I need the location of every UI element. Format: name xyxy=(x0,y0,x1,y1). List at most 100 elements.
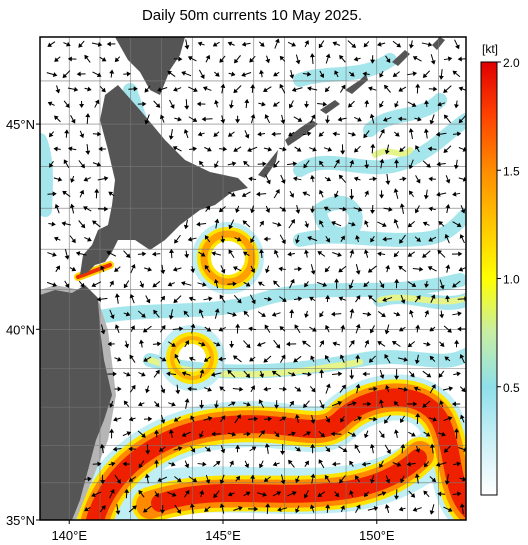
vector xyxy=(384,444,391,455)
vector xyxy=(199,369,205,379)
vector-head xyxy=(173,86,178,92)
vector-head xyxy=(202,461,207,467)
vector xyxy=(364,220,369,228)
vector-head xyxy=(319,189,324,195)
vector xyxy=(85,144,91,155)
vector xyxy=(348,340,355,348)
vector-head xyxy=(416,295,421,300)
vector xyxy=(244,98,250,109)
vector xyxy=(406,461,416,467)
vector xyxy=(394,100,399,108)
vector xyxy=(190,415,195,422)
vector-head xyxy=(355,383,361,389)
vector xyxy=(334,491,340,498)
vector xyxy=(84,86,92,92)
vector-head xyxy=(307,236,312,241)
vector xyxy=(181,71,192,77)
vector xyxy=(453,159,459,170)
vector xyxy=(152,341,162,347)
vector-head xyxy=(246,431,251,437)
vector xyxy=(259,41,265,47)
vector-head xyxy=(461,387,466,393)
vector xyxy=(384,414,391,424)
current-field xyxy=(40,53,466,520)
vector xyxy=(398,506,406,512)
vector xyxy=(75,251,87,256)
vector-head xyxy=(143,508,148,513)
vector-head xyxy=(125,371,131,377)
vector xyxy=(130,325,135,333)
vector-head xyxy=(457,56,462,62)
vector xyxy=(280,174,286,184)
vector xyxy=(109,428,115,439)
vector-head xyxy=(369,443,375,449)
vector xyxy=(442,386,454,392)
vector xyxy=(319,311,324,318)
vector xyxy=(220,83,226,94)
vector xyxy=(128,416,136,422)
vector xyxy=(154,459,160,468)
vector xyxy=(379,158,385,169)
vector-head xyxy=(310,355,315,361)
vector xyxy=(168,461,176,467)
vector xyxy=(199,490,205,498)
vector xyxy=(408,370,415,378)
vector-head xyxy=(327,146,333,152)
vector xyxy=(243,401,251,407)
vector xyxy=(256,342,266,347)
vector-head xyxy=(200,74,205,79)
vector-head xyxy=(244,133,250,139)
vector xyxy=(334,70,339,78)
vector-head xyxy=(109,69,115,74)
vector-head xyxy=(319,219,324,225)
vector-head xyxy=(250,208,255,214)
vector xyxy=(259,220,264,227)
vector-head xyxy=(380,433,385,439)
vector-head xyxy=(80,223,86,229)
vector-head xyxy=(152,282,158,288)
vector-head xyxy=(246,401,251,407)
vector-head xyxy=(177,446,183,452)
vector-head xyxy=(207,386,212,392)
vector-head xyxy=(153,309,158,315)
vector-head xyxy=(177,116,182,122)
vector xyxy=(437,249,446,258)
vector xyxy=(67,86,79,92)
vector xyxy=(333,159,340,169)
vector-head xyxy=(303,493,309,499)
vector-head xyxy=(79,133,85,139)
vector xyxy=(197,281,207,287)
vector-head xyxy=(338,174,344,180)
vector-head xyxy=(204,507,209,513)
vector-head xyxy=(142,101,147,107)
map-area xyxy=(40,37,466,520)
vector-head xyxy=(412,56,418,61)
vector xyxy=(53,146,61,152)
vector xyxy=(114,56,121,63)
vector xyxy=(415,324,421,333)
vector xyxy=(428,86,438,92)
vector xyxy=(258,101,266,107)
vector-head xyxy=(338,371,343,377)
vector-head xyxy=(396,42,402,48)
vector-head xyxy=(112,371,117,377)
vector xyxy=(213,460,221,467)
vector xyxy=(168,401,176,407)
vector-head xyxy=(256,191,261,197)
vector xyxy=(436,191,447,197)
vector-head xyxy=(231,431,237,437)
vector xyxy=(309,146,317,152)
vector-head xyxy=(173,298,179,304)
vector-head xyxy=(97,131,102,137)
vector-head xyxy=(436,191,441,197)
vector xyxy=(324,354,331,363)
vector-head xyxy=(382,297,387,302)
vector xyxy=(199,430,204,439)
vector-head xyxy=(172,146,178,151)
vector xyxy=(348,71,355,77)
vector-head xyxy=(429,327,435,332)
vector xyxy=(339,84,346,93)
vector-head xyxy=(353,176,359,182)
vector xyxy=(219,294,226,303)
vector-head xyxy=(319,312,324,318)
